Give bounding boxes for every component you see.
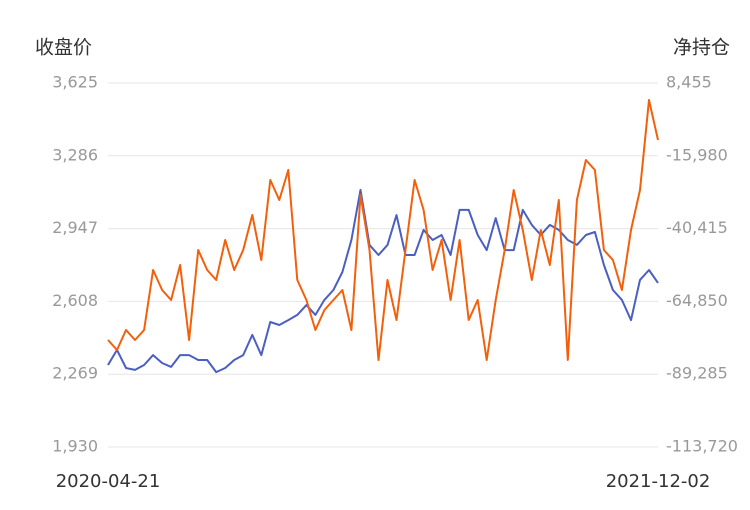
y-axis-title: 收盘价 <box>35 37 92 59</box>
y-tick-label: 2,947 <box>52 218 98 237</box>
y2-tick-label: -40,415 <box>666 218 728 237</box>
y-tick-label: 3,286 <box>52 145 98 164</box>
y2-tick-label: -113,720 <box>666 437 738 456</box>
series-line <box>107 188 659 374</box>
y2-tick-label: -64,850 <box>666 291 728 310</box>
y-tick-label: 2,608 <box>52 291 98 310</box>
y2-axis-title: 净持仓 <box>673 37 730 59</box>
y2-tick-label: 8,455 <box>666 73 712 92</box>
y-tick-label: 2,269 <box>52 364 98 383</box>
y2-tick-label: -15,980 <box>666 145 728 164</box>
y-tick-label: 1,930 <box>52 437 98 456</box>
series-line <box>107 99 659 361</box>
y-tick-label: 3,625 <box>52 73 98 92</box>
x-tick-label: 2020-04-21 <box>56 471 161 492</box>
y2-tick-label: -89,285 <box>666 364 728 383</box>
x-tick-label: 2021-12-02 <box>606 471 711 492</box>
